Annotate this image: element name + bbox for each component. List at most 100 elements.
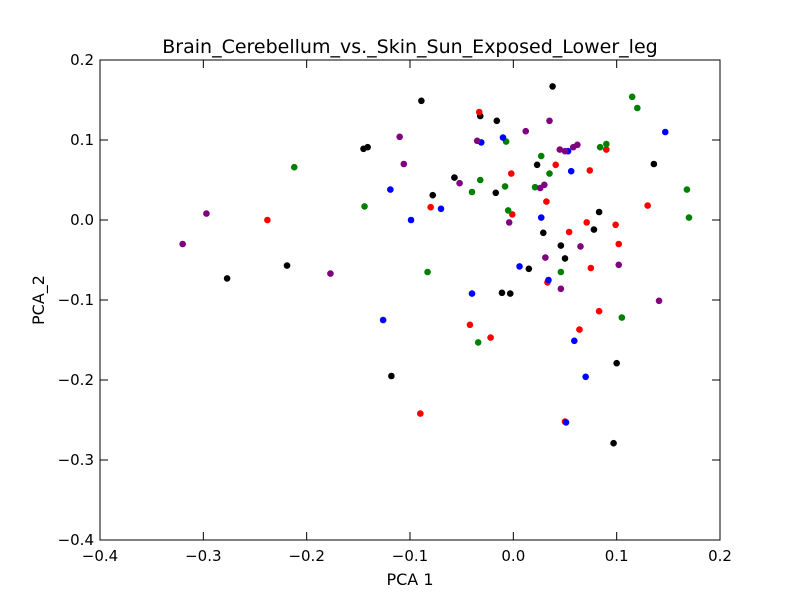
x-tick-label: −0.4 (82, 547, 118, 565)
data-point (396, 133, 403, 141)
data-point (595, 307, 603, 315)
x-tick-label: −0.1 (392, 547, 428, 565)
data-point (576, 326, 583, 333)
data-point (451, 174, 458, 181)
data-point (429, 191, 437, 199)
data-point (474, 339, 482, 346)
data-point (476, 176, 484, 184)
data-point (661, 128, 669, 136)
data-point (437, 205, 445, 213)
data-point (522, 127, 530, 135)
data-point (499, 134, 507, 141)
data-point (540, 229, 547, 237)
points-layer (179, 83, 693, 447)
data-point (587, 264, 595, 272)
data-point (417, 410, 424, 417)
data-point (634, 104, 641, 112)
y-tick-label: 0.2 (70, 51, 94, 69)
data-point (557, 285, 565, 293)
y-axis-label: PCA_2 (29, 275, 49, 325)
data-point (590, 226, 598, 233)
data-point (542, 254, 549, 261)
data-point (596, 143, 604, 151)
data-point (203, 210, 210, 217)
data-point (536, 184, 544, 192)
data-point (506, 290, 514, 297)
data-point (379, 316, 387, 324)
data-point (468, 290, 476, 297)
data-point (628, 93, 636, 101)
data-point (610, 439, 617, 447)
data-point (487, 334, 494, 341)
data-point (456, 179, 463, 187)
data-point (531, 183, 539, 191)
data-point (387, 186, 394, 193)
data-point (571, 337, 578, 345)
data-point (557, 242, 565, 249)
data-point (552, 161, 559, 169)
data-point (583, 219, 590, 226)
data-point (603, 140, 610, 148)
data-point (574, 141, 581, 149)
x-axis-label: PCA 1 (386, 570, 433, 589)
data-point (549, 83, 556, 90)
data-point (546, 117, 553, 125)
data-point (466, 321, 474, 329)
y-tick-label: −0.1 (58, 291, 94, 309)
data-point (418, 97, 425, 105)
data-point (407, 216, 415, 224)
data-point (505, 219, 513, 226)
data-point (562, 419, 570, 426)
data-point (644, 202, 651, 209)
data-point (556, 146, 564, 153)
data-point (577, 243, 584, 250)
data-point (468, 188, 476, 196)
data-point (516, 263, 523, 270)
data-point (595, 208, 603, 216)
data-point (400, 160, 408, 168)
data-point (537, 214, 545, 221)
data-point (388, 372, 395, 380)
chart-title: Brain_Cerebellum_vs._Skin_Sun_Exposed_Lo… (162, 36, 657, 58)
data-point (533, 161, 541, 169)
data-point (492, 189, 500, 197)
data-point (565, 228, 573, 236)
y-tick-label: −0.4 (58, 531, 94, 549)
data-point (603, 146, 610, 153)
data-point (427, 203, 434, 211)
y-tick-label: −0.2 (58, 371, 94, 389)
data-point (327, 270, 334, 277)
y-tick-label: 0.0 (70, 211, 94, 229)
y-tick-label: 0.1 (70, 131, 94, 149)
data-point (655, 297, 663, 305)
plot-frame (99, 59, 721, 541)
data-point (179, 240, 186, 248)
data-point (683, 186, 691, 193)
data-point (615, 261, 623, 269)
x-tick-label: 0.2 (708, 547, 732, 565)
x-tick-label: −0.2 (288, 547, 324, 565)
ticks-layer: −0.4 −0.3 −0.2 −0.1 0.0 0.1 0.2 −0.4 −0.3 −0.2 −0.… (58, 51, 732, 565)
data-point (567, 167, 575, 175)
data-point (364, 143, 371, 151)
x-tick-label: −0.3 (185, 547, 221, 565)
data-point (582, 373, 589, 381)
data-point (509, 211, 516, 218)
y-tick-label: −0.3 (58, 451, 94, 469)
data-point (586, 167, 594, 174)
data-point (264, 216, 271, 224)
data-point (504, 207, 512, 214)
data-point (498, 289, 506, 297)
data-point (543, 198, 550, 205)
data-point (557, 268, 565, 276)
data-point (685, 214, 693, 221)
x-tick-label: 0.0 (501, 547, 525, 565)
data-point (473, 137, 481, 145)
data-point (546, 170, 553, 177)
data-point (290, 163, 298, 171)
data-point (545, 276, 552, 284)
data-point (223, 275, 231, 282)
data-point (650, 160, 658, 168)
